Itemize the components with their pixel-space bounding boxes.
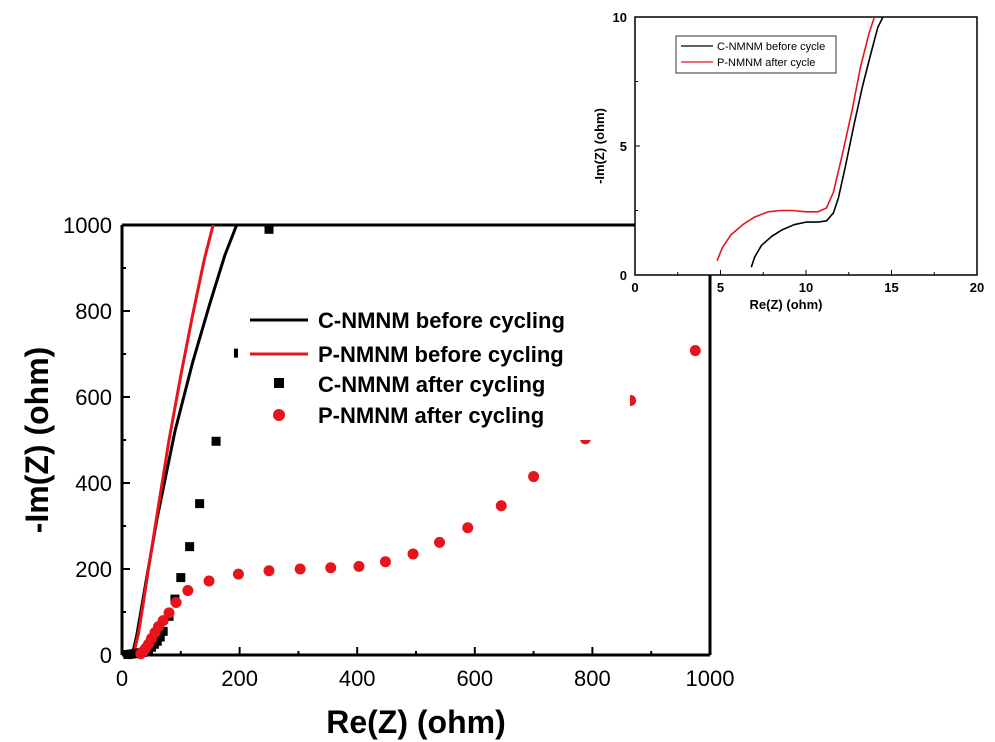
main-x-axis-label: Re(Z) (ohm) [326, 704, 506, 740]
legend-circle-p-nmnm-after [273, 409, 285, 421]
data-point-circle [203, 575, 215, 587]
data-point-circle [157, 615, 169, 627]
main-y-axis-label: -Im(Z) (ohm) [19, 347, 55, 534]
main-nyquist-plot: 0 200 400 600 800 1000 0 200 400 600 800 1000 Re(Z)… [19, 213, 734, 740]
main-y-tick-label: 200 [75, 557, 112, 582]
inset-x-tick-label: 10 [799, 280, 813, 295]
inset-x-tick-label: 5 [717, 280, 724, 295]
data-point-square [158, 626, 168, 636]
data-point-circle [495, 500, 507, 512]
main-y-tick-label: 600 [75, 385, 112, 410]
inset-legend-label-c-nmnm: C-NMNM before cycle [717, 41, 825, 53]
inset-y-tick-label: 0 [620, 268, 627, 283]
data-point-circle [182, 585, 194, 596]
main-series-lines [129, 225, 239, 655]
legend-label-p-nmnm-before: P-NMNM before cycling [318, 342, 564, 367]
inset-legend: C-NMNM before cycle P-NMNM after cycle [675, 35, 837, 74]
main-legend-background [238, 300, 630, 440]
inset-series-line [750, 17, 884, 268]
data-point-circle [462, 522, 474, 534]
legend-label-c-nmnm-before: C-NMNM before cycling [318, 308, 565, 333]
inset-x-axis-label: Re(Z) (ohm) [750, 297, 823, 312]
main-y-tick-label: 0 [100, 643, 112, 668]
data-point-circle [379, 556, 391, 568]
main-series-line [131, 225, 215, 655]
legend-label-c-nmnm-after: C-NMNM after cycling [318, 372, 545, 397]
main-x-tick-label: 600 [456, 666, 493, 691]
main-series-markers [123, 224, 701, 660]
data-point-circle [434, 536, 446, 548]
inset-tick-labels: 0 5 10 15 20 0 5 10 [613, 10, 985, 295]
data-point-square [155, 632, 165, 642]
inset-nyquist-plot: 0 5 10 15 20 0 5 10 Re(Z) (ohm) -Im(Z) (ohm) C-… [592, 10, 984, 312]
inset-y-axis-label: -Im(Z) (ohm) [592, 108, 607, 184]
legend-label-p-nmnm-after: P-NMNM after cycling [318, 403, 544, 428]
inset-y-tick-label: 5 [620, 139, 627, 154]
data-point-square [211, 436, 221, 446]
main-x-tick-label: 0 [116, 666, 128, 691]
legend-square-c-nmnm-after [274, 378, 284, 388]
main-tick-labels: 0 200 400 600 800 1000 0 200 400 600 800 1000 [63, 213, 734, 691]
data-point-square [185, 542, 195, 552]
main-x-tick-label: 1000 [686, 666, 735, 691]
main-y-tick-label: 800 [75, 299, 112, 324]
data-point-circle [263, 565, 275, 577]
inset-x-tick-label: 0 [631, 280, 638, 295]
data-point-square [176, 573, 186, 583]
main-axes [120, 223, 712, 657]
data-point-circle [353, 560, 365, 572]
inset-legend-label-p-nmnm: P-NMNM after cycle [717, 57, 815, 69]
data-point-square [264, 224, 274, 234]
data-point-circle [170, 597, 182, 609]
inset-x-tick-label: 15 [884, 280, 898, 295]
data-point-circle [689, 345, 701, 357]
data-point-square [195, 499, 205, 509]
data-point-circle [232, 568, 244, 580]
main-x-tick-label: 200 [221, 666, 258, 691]
data-point-circle [528, 471, 540, 483]
main-y-tick-label: 1000 [63, 213, 112, 238]
inset-series-line [716, 17, 876, 262]
data-point-circle [325, 562, 337, 574]
main-y-tick-label: 400 [75, 471, 112, 496]
inset-y-tick-label: 10 [613, 10, 627, 25]
inset-series-lines [716, 17, 884, 268]
data-point-circle [294, 563, 306, 575]
main-legend: C-NMNM before cycling P-NMNM before cycl… [238, 300, 630, 440]
main-x-tick-label: 800 [574, 666, 611, 691]
main-x-tick-label: 400 [339, 666, 376, 691]
inset-x-tick-label: 20 [970, 280, 984, 295]
inset-legend-box [675, 35, 837, 74]
data-point-circle [407, 548, 419, 560]
data-point-circle [163, 607, 175, 619]
